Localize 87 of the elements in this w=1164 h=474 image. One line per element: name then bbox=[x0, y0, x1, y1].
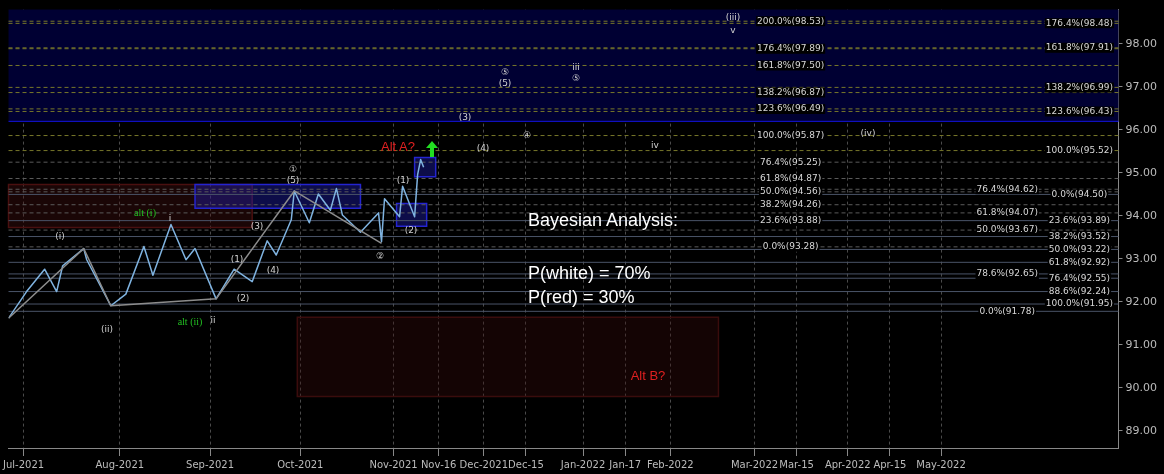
x-tick-label: Oct-2021 bbox=[277, 458, 324, 470]
annotation: 38.2%(94.26) bbox=[759, 199, 822, 210]
annotation: 88.6%(92.24) bbox=[1048, 285, 1111, 296]
annotation: 123.6%(96.43) bbox=[1045, 105, 1113, 116]
x-tick-label: May-2022 bbox=[916, 458, 966, 470]
annotation: (5) bbox=[286, 174, 300, 185]
x-tick-label: Nov-16 bbox=[420, 458, 457, 470]
x-tick-label: Jan-17 bbox=[608, 458, 642, 470]
annotation: 61.8%(92.92) bbox=[1048, 256, 1111, 267]
y-tick-label: 89.00 bbox=[1125, 423, 1158, 437]
annotation: ② bbox=[375, 250, 385, 261]
annotation: Alt A? bbox=[381, 138, 415, 154]
annotation: 76.4%(95.25) bbox=[759, 156, 822, 167]
annotation: 0.0%(91.78) bbox=[979, 305, 1036, 316]
y-tick-label: 97.00 bbox=[1125, 79, 1158, 93]
x-tick-label: Mar-15 bbox=[779, 458, 814, 470]
annotation: (iv) bbox=[860, 127, 876, 138]
annotation: P(white) = 70% bbox=[528, 263, 651, 283]
y-tick-label: 92.00 bbox=[1125, 294, 1158, 308]
annotation: alt (ii) bbox=[177, 316, 203, 327]
y-tick-label: 90.00 bbox=[1125, 380, 1158, 394]
annotation: (iii) bbox=[725, 11, 741, 22]
annotation: i bbox=[168, 212, 172, 223]
annotation: ⑤ bbox=[571, 72, 581, 83]
annotation: 176.4%(98.48) bbox=[1045, 17, 1113, 28]
annotation: 76.4%(94.62) bbox=[976, 183, 1038, 194]
annotation: (2) bbox=[236, 292, 250, 303]
x-tick-label: Nov-2021 bbox=[369, 458, 418, 470]
annotation: ⑤ bbox=[500, 66, 510, 77]
annotation: (ii) bbox=[100, 323, 114, 334]
annotation: (2) bbox=[404, 224, 418, 235]
annotation: 50.0%(93.22) bbox=[1048, 243, 1111, 254]
annotation: 100.0%(95.52) bbox=[1045, 144, 1113, 155]
y-tick-label: 96.00 bbox=[1125, 122, 1158, 136]
annotation: 100.0%(91.95) bbox=[1045, 298, 1113, 309]
annotation: 138.2%(96.87) bbox=[757, 86, 825, 97]
annotation: P(red) = 30% bbox=[528, 287, 635, 307]
annotation: (3) bbox=[458, 111, 472, 122]
annotation: 0.0%(93.28) bbox=[762, 241, 819, 252]
annotation: 23.6%(93.89) bbox=[1048, 214, 1111, 225]
annotation: alt (i) bbox=[134, 207, 156, 218]
annotation: 176.4%(97.89) bbox=[757, 43, 825, 54]
x-tick-label: Apr-15 bbox=[873, 458, 907, 470]
annotation: (4) bbox=[476, 142, 490, 153]
annotation: 50.0%(94.56) bbox=[759, 186, 822, 197]
annotation: (1) bbox=[230, 253, 244, 264]
x-tick-label: Apr-2022 bbox=[824, 458, 871, 470]
annotation: v bbox=[730, 24, 736, 35]
annotation: 50.0%(93.67) bbox=[976, 224, 1038, 235]
x-tick-label: Mar-2022 bbox=[730, 458, 779, 470]
annotation: 138.2%(96.99) bbox=[1045, 81, 1113, 92]
annotation: Alt B? bbox=[630, 367, 666, 383]
x-tick-label: Dec-15 bbox=[508, 458, 544, 470]
annotation: (3) bbox=[250, 220, 264, 231]
x-tick-label: Feb-2022 bbox=[646, 458, 694, 470]
y-tick-label: 91.00 bbox=[1125, 337, 1158, 351]
annotation: 200.0%(98.53) bbox=[757, 15, 825, 26]
x-tick-label: Aug-2021 bbox=[95, 458, 145, 470]
y-tick-label: 98.00 bbox=[1125, 36, 1158, 50]
annotation: iv bbox=[651, 139, 659, 150]
annotation: iii bbox=[572, 61, 580, 72]
annotation: 76.4%(92.55) bbox=[1048, 272, 1111, 283]
annotation: Bayesian Analysis: bbox=[528, 210, 679, 230]
annotation: ii bbox=[210, 314, 216, 325]
annotation: 100.0%(95.87) bbox=[757, 129, 825, 140]
annotation: 38.2%(93.52) bbox=[1048, 230, 1111, 241]
annotation: ④ bbox=[522, 129, 532, 140]
y-tick-label: 95.00 bbox=[1125, 165, 1158, 179]
annotation: 161.8%(97.50) bbox=[757, 59, 825, 70]
annotation: 61.8%(94.87) bbox=[759, 172, 822, 183]
annotation: (5) bbox=[498, 77, 512, 88]
x-tick-label: Jan-2022 bbox=[559, 458, 606, 470]
x-tick-label: Dec-2021 bbox=[459, 458, 509, 470]
y-tick-label: 93.00 bbox=[1125, 251, 1158, 265]
annotation: (1) bbox=[396, 174, 410, 185]
annotation: 0.0%(94.50) bbox=[1051, 188, 1108, 199]
annotation: 61.8%(94.07) bbox=[976, 207, 1038, 218]
annotation: 23.6%(93.88) bbox=[759, 215, 822, 226]
annotation: (4) bbox=[266, 264, 280, 275]
annotation: 123.6%(96.49) bbox=[757, 103, 825, 114]
annotation: (i) bbox=[55, 230, 65, 241]
x-tick-label: Jul-2021 bbox=[2, 458, 45, 470]
x-tick-label: Sep-2021 bbox=[186, 458, 235, 470]
y-tick-label: 94.00 bbox=[1125, 208, 1158, 222]
annotation: 161.8%(97.91) bbox=[1045, 42, 1113, 53]
annotation: ① bbox=[288, 163, 298, 174]
annotation: 78.6%(92.65) bbox=[976, 268, 1038, 279]
